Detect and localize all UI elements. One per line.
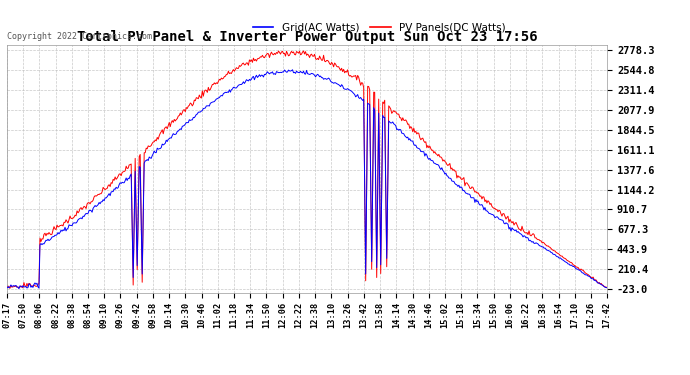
Legend: Grid(AC Watts), PV Panels(DC Watts): Grid(AC Watts), PV Panels(DC Watts) [248, 18, 510, 36]
Title: Total PV Panel & Inverter Power Output Sun Oct 23 17:56: Total PV Panel & Inverter Power Output S… [77, 30, 538, 44]
Text: Copyright 2022 Cartronics.com: Copyright 2022 Cartronics.com [7, 32, 152, 41]
